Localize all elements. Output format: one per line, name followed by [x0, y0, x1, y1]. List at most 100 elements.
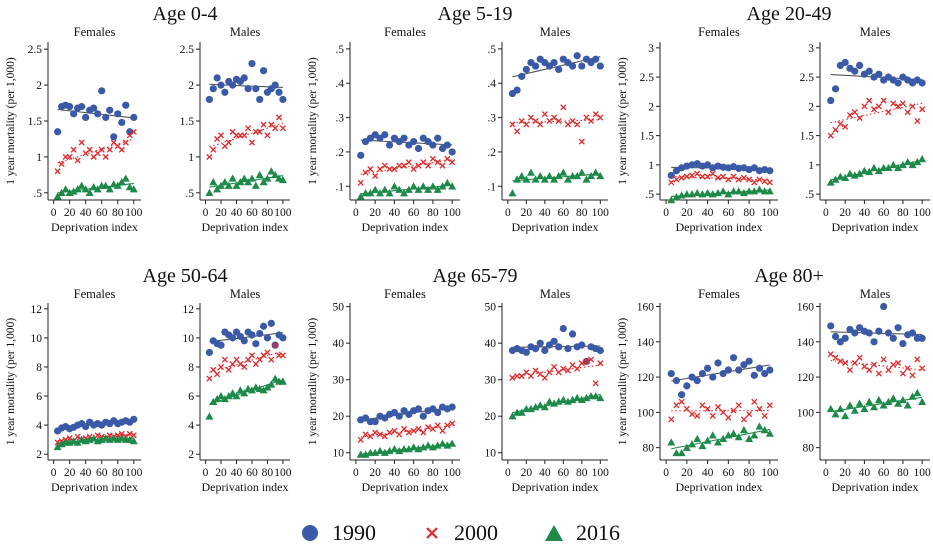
y-axis-label: 1 year mortality (per 1,000) [5, 318, 17, 446]
x-tick-label: 0 [51, 467, 57, 479]
point-1990 [252, 340, 260, 348]
point-2000 [429, 425, 436, 433]
point-2016 [850, 406, 859, 414]
point-2016 [894, 399, 903, 407]
legend-label-1990: 1990 [332, 520, 376, 545]
circle-marker-icon [302, 525, 318, 541]
x-tick-label: 100 [592, 467, 610, 479]
point-2016 [831, 410, 840, 418]
point-2016 [404, 185, 413, 193]
y-tick-label: 100 [797, 407, 815, 419]
point-2000 [444, 155, 451, 162]
x-tick-label: 80 [897, 207, 909, 219]
y-tick-label: 2 [188, 80, 194, 92]
point-2000 [678, 174, 685, 181]
x-tick-label: 60 [723, 467, 735, 479]
point-1990 [592, 55, 600, 63]
point-2000 [415, 425, 422, 433]
point-2000 [756, 176, 763, 183]
point-2016 [85, 188, 94, 197]
point-1990 [568, 62, 577, 70]
x-tick-label: 0 [823, 207, 829, 219]
point-2000 [856, 115, 863, 122]
point-2000 [890, 361, 897, 368]
point-2000 [683, 173, 690, 180]
point-2016 [371, 448, 380, 456]
point-2016 [760, 426, 769, 434]
point-2016 [236, 386, 245, 394]
point-2016 [545, 397, 554, 405]
point-2000 [102, 153, 109, 160]
point-1990 [386, 141, 394, 149]
point-1990 [400, 134, 408, 142]
point-1990 [248, 331, 256, 339]
y-tick-label: 2 [36, 449, 42, 461]
y-tick-label: 3 [808, 43, 814, 55]
point-1990 [395, 412, 403, 420]
point-2000 [279, 352, 286, 359]
y-tick-label: 80 [803, 443, 815, 455]
point-1990 [865, 329, 873, 337]
point-2000 [709, 412, 716, 419]
point-2000 [730, 173, 737, 180]
x-axis-label: Deprivation index [676, 220, 763, 234]
point-2016 [278, 377, 287, 385]
point-2000 [420, 429, 427, 436]
y-tick-label: 20 [485, 411, 497, 423]
x-tick-label: 100 [914, 207, 932, 219]
point-1990 [419, 412, 427, 420]
point-2000 [245, 125, 252, 132]
point-2000 [241, 363, 248, 371]
x-tick-label: 40 [80, 467, 92, 479]
x-axis-label: Deprivation index [51, 480, 138, 494]
point-2016 [898, 160, 907, 169]
y-tick-label: 4 [188, 420, 194, 432]
x-marker-icon [426, 527, 438, 539]
point-1990 [229, 81, 237, 89]
point-1990 [541, 346, 549, 355]
point-2016 [419, 443, 428, 451]
point-2016 [889, 160, 898, 169]
point-2000 [386, 429, 393, 436]
point-1990 [745, 357, 753, 365]
point-1990 [761, 369, 769, 378]
point-2000 [756, 405, 763, 412]
point-2000 [688, 172, 696, 179]
point-2000 [449, 159, 456, 166]
point-2000 [357, 436, 364, 443]
point-1990 [443, 141, 451, 149]
x-tick-label: 0 [203, 207, 209, 219]
point-2000 [523, 369, 530, 376]
point-2016 [209, 397, 218, 406]
point-2000 [766, 179, 773, 186]
point-2000 [597, 114, 604, 121]
point-1990 [573, 52, 581, 60]
point-2000 [555, 369, 562, 376]
point-2000 [551, 363, 558, 370]
fit-line-2000 [209, 122, 284, 148]
point-2016 [750, 431, 759, 439]
point-2000 [264, 349, 271, 356]
point-2016 [255, 170, 264, 179]
point-2016 [836, 172, 845, 180]
x-tick-label: 20 [681, 207, 693, 219]
point-2016 [73, 185, 82, 193]
panel-subtitle: Females [698, 25, 740, 39]
point-2000 [410, 166, 417, 173]
panel-subtitle: Males [540, 25, 571, 39]
point-2016 [247, 386, 256, 394]
x-tick-label: 40 [859, 467, 871, 479]
point-2000 [694, 412, 701, 419]
point-1990 [448, 403, 456, 411]
y-tick-label: 50 [333, 302, 345, 314]
point-2000 [279, 125, 286, 132]
point-2016 [400, 189, 409, 197]
point-1990 [729, 354, 738, 362]
point-2016 [703, 188, 712, 197]
point-1990 [98, 87, 106, 95]
point-2016 [755, 185, 764, 193]
point-2000 [527, 114, 535, 121]
point-2000 [704, 405, 711, 412]
point-2000 [919, 106, 926, 113]
